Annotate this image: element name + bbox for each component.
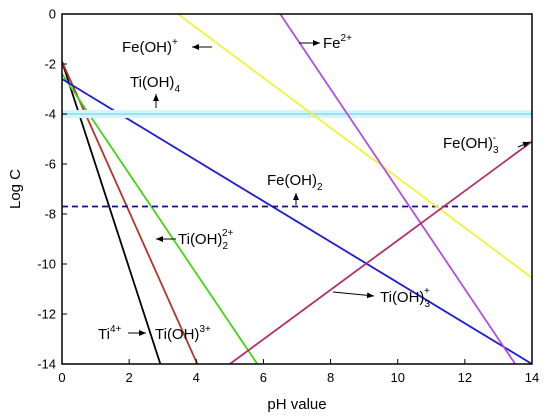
label-fe-oh-plus: Fe(OH)+ (122, 37, 178, 56)
y-tick-label: -10 (37, 257, 56, 272)
arrow-ti-oh-3-plus (333, 292, 374, 296)
label-fe-oh-2: Fe(OH)2 (267, 172, 323, 193)
label-ti-oh-3plus: Ti(OH)3+ (155, 324, 211, 343)
y-tick-label: -6 (44, 157, 56, 172)
y-tick-label: -2 (44, 57, 56, 72)
series-line-fe2 (280, 14, 515, 364)
y-tick-label: -14 (37, 357, 56, 372)
label-ti-oh-2-2plus: Ti(OH)22+ (178, 228, 234, 252)
x-tick-label: 0 (58, 370, 65, 385)
series-layer (62, 14, 532, 364)
x-axis-title: pH value (267, 396, 326, 413)
x-tick-label: 2 (126, 370, 133, 385)
series-line-ti-oh-3 (62, 62, 197, 365)
x-tick-label: 4 (193, 370, 200, 385)
series-line-ti-oh-3 (62, 79, 532, 364)
label-ti-oh-4: Ti(OH)4 (130, 74, 180, 95)
label-fe-2plus: Fe2+ (323, 33, 352, 52)
series-line-ti4 (62, 62, 160, 365)
y-tick-label: -8 (44, 207, 56, 222)
y-axis-title: Log C (7, 169, 24, 209)
label-ti-oh-3-plus: Ti(OH)3+ (380, 286, 430, 310)
x-tick-label: 6 (260, 370, 267, 385)
x-tick-label: 8 (327, 370, 334, 385)
y-tick-label: -4 (44, 107, 56, 122)
x-tick-label: 14 (525, 370, 539, 385)
x-tick-label: 12 (458, 370, 472, 385)
label-ti-4plus: Ti4+ (98, 324, 122, 343)
y-tick-label: 0 (49, 7, 56, 22)
x-tick-label: 10 (390, 370, 404, 385)
y-tick-label: -12 (37, 307, 56, 322)
plot-frame (62, 14, 532, 364)
label-fe-oh-3-minus: Fe(OH)3- (443, 133, 499, 156)
